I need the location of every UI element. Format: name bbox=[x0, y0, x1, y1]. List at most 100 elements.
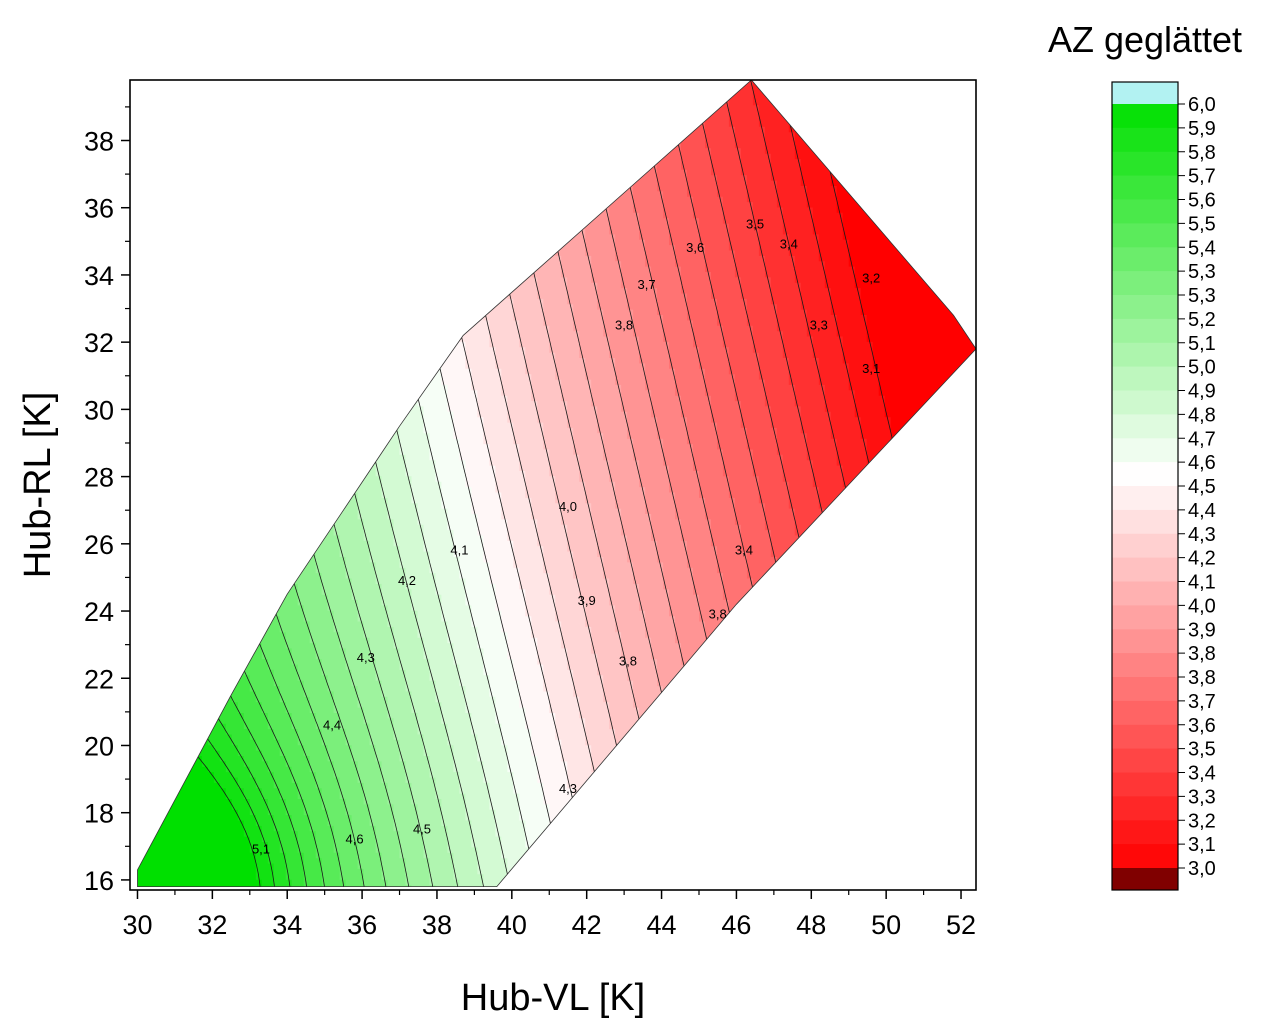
x-tick-label: 46 bbox=[721, 910, 751, 940]
colorbar-band bbox=[1112, 127, 1178, 153]
colorbar-label: 4,5 bbox=[1188, 476, 1216, 498]
colorbar-label: 4,3 bbox=[1188, 524, 1216, 546]
colorbar-label: 3,7 bbox=[1188, 691, 1216, 713]
colorbar-label: 5,6 bbox=[1188, 190, 1216, 212]
y-tick-label: 32 bbox=[84, 328, 114, 358]
y-tick-label: 20 bbox=[84, 731, 114, 761]
colorbar-label: 3,9 bbox=[1188, 619, 1216, 641]
colorbar-band bbox=[1112, 557, 1178, 583]
contour-label: 5,1 bbox=[252, 842, 270, 857]
colorbar-band bbox=[1112, 438, 1178, 463]
contour-label: 3,9 bbox=[578, 593, 596, 608]
colorbar-label: 5,8 bbox=[1188, 142, 1216, 164]
colorbar-band bbox=[1112, 748, 1178, 774]
colorbar-label: 5,2 bbox=[1188, 309, 1216, 331]
colorbar-label: 4,1 bbox=[1188, 572, 1216, 594]
colorbar-label: 3,8 bbox=[1188, 643, 1216, 665]
y-tick-label: 16 bbox=[84, 866, 114, 896]
y-tick-label: 30 bbox=[84, 395, 114, 425]
y-tick-label: 38 bbox=[84, 126, 114, 156]
x-tick-label: 32 bbox=[197, 910, 227, 940]
contour-label: 4,0 bbox=[559, 499, 577, 514]
colorbar-band bbox=[1112, 677, 1178, 702]
x-tick-label: 40 bbox=[497, 910, 527, 940]
contour-label: 3,4 bbox=[780, 237, 798, 252]
colorbar-label: 5,7 bbox=[1188, 166, 1216, 188]
contour-label: 4,1 bbox=[450, 543, 468, 558]
y-tick-label: 28 bbox=[84, 463, 114, 493]
y-tick-label: 36 bbox=[84, 194, 114, 224]
y-tick-label: 34 bbox=[84, 261, 114, 291]
colorbar-label: 4,6 bbox=[1188, 452, 1216, 474]
colorbar-band bbox=[1112, 295, 1178, 320]
contour-label: 4,5 bbox=[413, 822, 431, 837]
contour-band bbox=[137, 174, 346, 887]
y-axis: 16 18 20 22 24 26 28 30 32 34 36 38 bbox=[84, 106, 130, 896]
contour-label: 3,1 bbox=[862, 361, 880, 376]
colorbar-underflow bbox=[1112, 868, 1178, 890]
colorbar-label: 3,2 bbox=[1188, 810, 1216, 832]
x-tick-label: 42 bbox=[572, 910, 602, 940]
colorbar-label: 5,1 bbox=[1188, 333, 1216, 355]
colorbar-band bbox=[1112, 820, 1178, 845]
colorbar-band bbox=[1112, 581, 1178, 606]
colorbar-label: 3,3 bbox=[1188, 786, 1216, 808]
contour-band bbox=[137, 298, 323, 887]
colorbar-band bbox=[1112, 486, 1178, 511]
x-tick-label: 34 bbox=[272, 910, 302, 940]
colorbar-band bbox=[1112, 366, 1178, 392]
colorbar-band bbox=[1112, 390, 1178, 415]
x-tick-label: 30 bbox=[122, 910, 152, 940]
x-tick-label: 38 bbox=[422, 910, 452, 940]
y-tick-label: 24 bbox=[84, 597, 114, 627]
contour-label: 4,3 bbox=[357, 650, 375, 665]
contour-label: 3,3 bbox=[810, 317, 828, 332]
contour-band bbox=[137, 416, 305, 887]
colorbar-label: 5,9 bbox=[1188, 118, 1216, 140]
colorbar-band bbox=[1112, 414, 1178, 439]
colorbar-band bbox=[1112, 629, 1178, 654]
data-region-outline bbox=[137, 80, 976, 887]
colorbar-band bbox=[1112, 462, 1178, 487]
colorbar-band bbox=[1112, 700, 1178, 726]
colorbar-label: 4,0 bbox=[1188, 595, 1216, 617]
colorbar-band bbox=[1112, 342, 1178, 368]
colorbar-label: 4,2 bbox=[1188, 548, 1216, 570]
plot-frame bbox=[129, 79, 977, 891]
colorbar-label: 5,4 bbox=[1188, 237, 1216, 259]
y-axis-title: Hub-RL [K] bbox=[17, 392, 59, 579]
colorbar-band bbox=[1112, 318, 1178, 344]
colorbar-label: 3,8 bbox=[1188, 667, 1216, 689]
colorbar-band bbox=[1112, 724, 1178, 750]
x-tick-label: 44 bbox=[647, 910, 677, 940]
y-tick-label: 22 bbox=[84, 664, 114, 694]
colorbar-band bbox=[1112, 223, 1178, 248]
colorbar-band bbox=[1112, 533, 1178, 559]
colorbar-label: 5,3 bbox=[1188, 261, 1216, 283]
x-tick-label: 48 bbox=[796, 910, 826, 940]
colorbar-band bbox=[1112, 151, 1178, 177]
contour-labels: 3,5 3,6 3,4 3,2 3,7 3,8 3,3 3,1 4,0 4,1 3,4 4,2 3,9 3… bbox=[252, 217, 880, 857]
colorbar-title: AZ geglättet bbox=[1048, 19, 1242, 60]
colorbar-label: 3,0 bbox=[1188, 858, 1216, 880]
colorbar-label: 5,0 bbox=[1188, 357, 1216, 379]
colorbar-band bbox=[1112, 844, 1178, 869]
colorbar-band bbox=[1112, 271, 1178, 296]
contour-band bbox=[489, 80, 706, 887]
colorbar-band bbox=[1112, 772, 1178, 797]
colorbar-label: 4,9 bbox=[1188, 381, 1216, 403]
contour-label: 3,2 bbox=[862, 270, 880, 285]
y-tick-label: 26 bbox=[84, 530, 114, 560]
x-axis-title: Hub-VL [K] bbox=[461, 977, 645, 1019]
colorbar-label: 5,3 bbox=[1188, 285, 1216, 307]
contour-label: 3,7 bbox=[638, 277, 656, 292]
colorbar-overflow bbox=[1112, 82, 1178, 104]
colorbar-label: 6,0 bbox=[1188, 94, 1216, 116]
contour-label: 3,6 bbox=[686, 240, 704, 255]
colorbar-label: 4,7 bbox=[1188, 428, 1216, 450]
colorbar-band bbox=[1112, 175, 1178, 201]
contour-label: 4,3 bbox=[559, 781, 577, 796]
contour-label: 3,5 bbox=[746, 217, 764, 232]
colorbar-label: 3,1 bbox=[1188, 834, 1216, 856]
